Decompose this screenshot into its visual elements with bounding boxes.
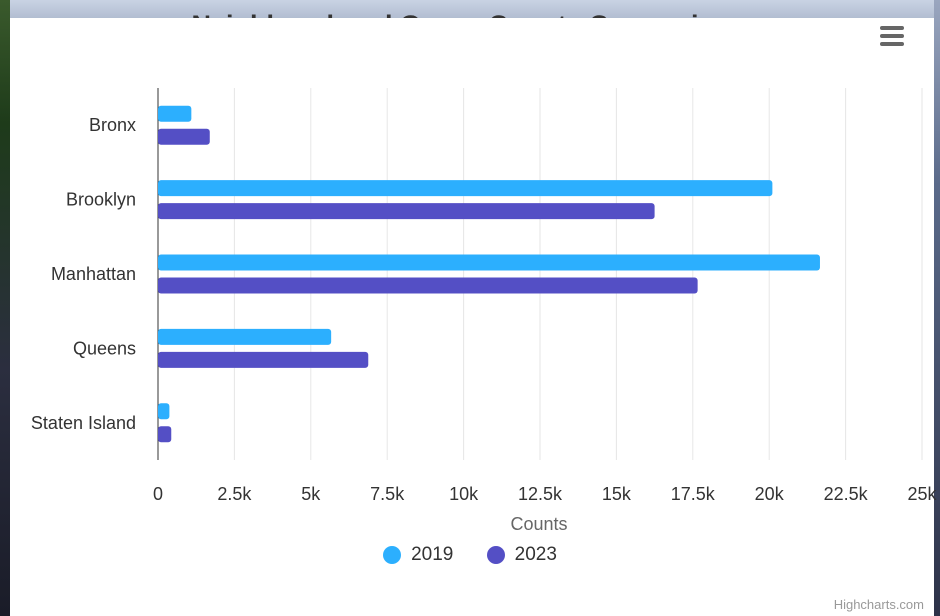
bar-2023-queens [158, 351, 369, 368]
credits-link[interactable]: Highcharts.com [833, 597, 924, 612]
x-tick-label-0: 0 [153, 484, 163, 504]
y-category-label-3: Queens [73, 338, 136, 358]
x-tick-label-10: 25k [907, 484, 937, 504]
x-tick-label-6: 15k [602, 484, 632, 504]
background-right [934, 0, 940, 616]
bar-2019-queens [158, 328, 332, 345]
x-tick-label-5: 12.5k [518, 484, 563, 504]
x-tick-label-4: 10k [449, 484, 479, 504]
legend-label-1: 2023 [514, 544, 557, 565]
bar-2023-manhattan [158, 277, 698, 294]
x-tick-label-9: 22.5k [824, 484, 869, 504]
x-tick-label-7: 17.5k [671, 484, 716, 504]
legend-dot-1 [486, 546, 505, 564]
y-category-label-2: Manhattan [51, 264, 136, 284]
chart-legend: 2019 2023 [0, 544, 940, 570]
x-tick-label-3: 7.5k [370, 484, 405, 504]
legend-item-0[interactable]: 2019 [383, 544, 453, 566]
y-category-label-4: Staten Island [31, 413, 136, 433]
bar-2023-bronx [158, 128, 210, 145]
bar-2019-manhattan [158, 254, 820, 271]
bar-2019-bronx [158, 105, 192, 122]
y-category-label-0: Bronx [89, 115, 136, 135]
y-category-label-1: Brooklyn [66, 190, 136, 210]
x-tick-label-1: 2.5k [217, 484, 252, 504]
bar-2019-brooklyn [158, 180, 773, 197]
legend-label-0: 2019 [411, 544, 454, 565]
bar-2019-staten-island [158, 403, 170, 420]
x-axis-title: Counts [510, 514, 567, 534]
x-tick-label-8: 20k [755, 484, 785, 504]
legend-item-1[interactable]: 2023 [486, 544, 557, 566]
background-left [0, 0, 10, 616]
bar-2023-brooklyn [158, 203, 655, 220]
x-tick-label-2: 5k [301, 484, 321, 504]
bar-2023-staten-island [158, 426, 172, 443]
hamburger-menu-icon[interactable] [878, 23, 906, 51]
legend-dot-0 [383, 546, 402, 564]
